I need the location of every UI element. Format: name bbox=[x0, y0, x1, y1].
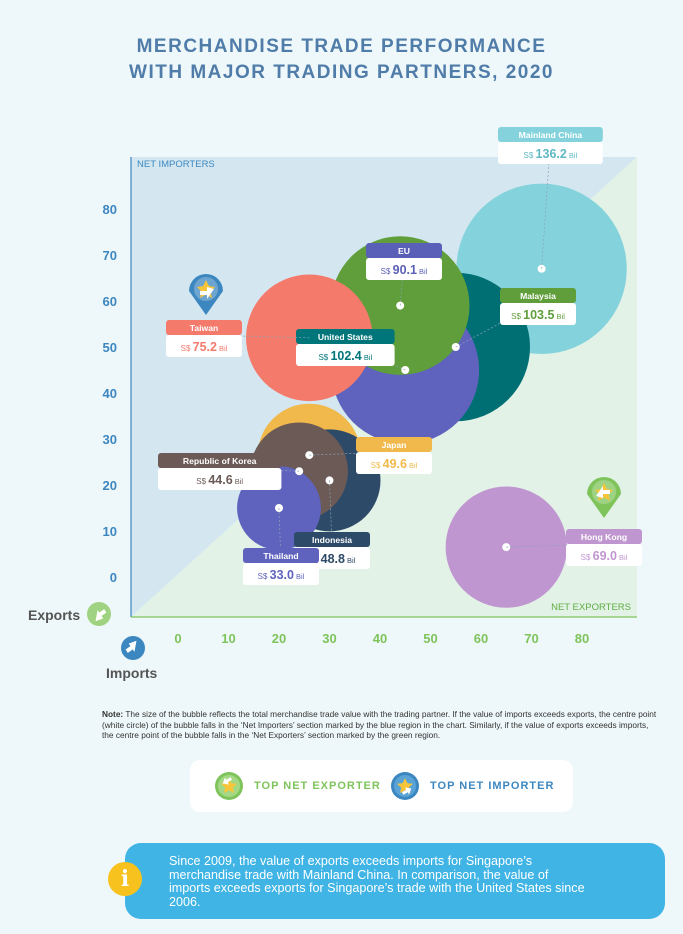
top-net-importer-icon bbox=[391, 772, 419, 800]
bubble-name-taiwan: Taiwan bbox=[190, 323, 219, 333]
chart-title: MERCHANDISE TRADE PERFORMANCE WITH MAJOR… bbox=[0, 34, 683, 86]
bubble-value-hong-kong: S$ 69.0 Bil bbox=[581, 549, 628, 563]
bubble-value-republic-of-korea: S$ 44.6 Bil bbox=[196, 473, 243, 487]
info-text: Since 2009, the value of exports exceeds… bbox=[169, 854, 585, 909]
bubble-name-united-states: United States bbox=[318, 332, 373, 342]
label-body-eu bbox=[366, 258, 442, 280]
top-net-importer-badge-icon-arrow bbox=[200, 287, 214, 299]
x-tick-label: 80 bbox=[575, 631, 589, 646]
legend-item-importer: TOP NET IMPORTER bbox=[390, 770, 554, 802]
bubble-name-republic-of-korea: Republic of Korea bbox=[183, 456, 257, 466]
bubble-name-thailand: Thailand bbox=[263, 551, 298, 561]
x-axis-title: Imports bbox=[106, 665, 158, 681]
bubble-value-taiwan: S$ 75.2 Bil bbox=[181, 340, 228, 354]
label-body-taiwan bbox=[166, 335, 242, 357]
bubble-value-united-states: S$ 102.4 Bil bbox=[318, 349, 372, 363]
x-tick-label: 60 bbox=[474, 631, 488, 646]
label-header-eu bbox=[366, 243, 442, 258]
y-axis-title: Exports bbox=[28, 607, 80, 623]
label-body-malaysia bbox=[500, 303, 576, 325]
chart-note: Note: The size of the bubble reflects th… bbox=[102, 709, 662, 741]
y-tick-label: 10 bbox=[103, 524, 117, 539]
top-net-exporter-icon bbox=[215, 772, 243, 800]
title-line-2: WITH MAJOR TRADING PARTNERS, 2020 bbox=[129, 62, 554, 83]
label-header-thailand bbox=[243, 548, 319, 563]
bubble-value-malaysia: S$ 103.5 Bil bbox=[511, 308, 565, 322]
y-tick-label: 20 bbox=[103, 478, 117, 493]
connector-republic-of-korea bbox=[219, 467, 300, 472]
net-exporters-label: NET EXPORTERS bbox=[551, 602, 631, 613]
info-icon: i bbox=[108, 862, 142, 896]
imports-arrow-icon bbox=[125, 640, 137, 653]
x-tick-label: 30 bbox=[322, 631, 336, 646]
x-tick-label: 50 bbox=[423, 631, 437, 646]
label-header-japan bbox=[356, 437, 432, 452]
bubble-name-japan: Japan bbox=[382, 440, 407, 450]
title-line-1: MERCHANDISE TRADE PERFORMANCE bbox=[136, 36, 547, 57]
label-body-hong-kong bbox=[566, 544, 642, 566]
net-importers-label: NET IMPORTERS bbox=[137, 159, 215, 170]
x-tick-label: 70 bbox=[524, 631, 538, 646]
legend-importer-label: TOP NET IMPORTER bbox=[430, 780, 555, 792]
info-callout: Since 2009, the value of exports exceeds… bbox=[125, 843, 665, 919]
note-label: Note: bbox=[102, 709, 124, 719]
label-body-mainland-china bbox=[498, 142, 603, 164]
y-tick-label: 50 bbox=[103, 340, 117, 355]
label-header-taiwan bbox=[166, 320, 242, 335]
bubble-name-mainland-china: Mainland China bbox=[519, 130, 583, 140]
label-header-mainland-china bbox=[498, 127, 603, 142]
bubble-value-japan: S$ 49.6 Bil bbox=[371, 457, 418, 471]
top-net-exporter-badge-icon-arrow bbox=[596, 486, 610, 498]
legend-exporter-label: TOP NET EXPORTER bbox=[254, 780, 381, 792]
label-header-republic-of-korea bbox=[158, 453, 282, 468]
label-body-republic-of-korea bbox=[158, 468, 282, 490]
note-text: The size of the bubble reflects the tota… bbox=[102, 709, 657, 740]
x-tick-label: 0 bbox=[174, 631, 181, 646]
label-body-thailand bbox=[243, 563, 319, 585]
y-tick-label: 60 bbox=[103, 294, 117, 309]
legend: TOP NET EXPORTER TOP NET IMPORTER bbox=[190, 760, 573, 812]
x-tick-label: 40 bbox=[373, 631, 387, 646]
y-tick-label: 0 bbox=[110, 570, 117, 585]
y-tick-label: 30 bbox=[103, 432, 117, 447]
bubble-value-eu: S$ 90.1 Bil bbox=[381, 263, 428, 277]
label-header-indonesia bbox=[294, 532, 370, 547]
bubble-value-mainland-china: S$ 136.2 Bil bbox=[524, 147, 578, 161]
label-body-united-states bbox=[296, 344, 395, 366]
bubble-name-indonesia: Indonesia bbox=[312, 535, 352, 545]
label-header-hong-kong bbox=[566, 529, 642, 544]
connector-indonesia bbox=[329, 480, 333, 548]
legend-item-exporter: TOP NET EXPORTER bbox=[214, 770, 381, 802]
label-body-japan bbox=[356, 452, 432, 474]
y-tick-label: 70 bbox=[103, 248, 117, 263]
bubble-name-malaysia: Malaysia bbox=[520, 291, 556, 301]
bubble-chart: NET IMPORTERS NET EXPORTERS 0 10 20 30 40 50 60 7… bbox=[28, 127, 642, 681]
y-tick-label: 40 bbox=[103, 386, 117, 401]
x-tick-label: 10 bbox=[221, 631, 235, 646]
exports-arrow-icon bbox=[95, 609, 107, 622]
y-tick-label: 80 bbox=[103, 202, 117, 217]
connector-taiwan bbox=[203, 334, 310, 339]
label-header-malaysia bbox=[500, 288, 576, 303]
label-header-united-states bbox=[296, 329, 395, 344]
bubble-name-eu: EU bbox=[398, 246, 410, 256]
x-tick-label: 20 bbox=[272, 631, 286, 646]
bubble-name-hong-kong: Hong Kong bbox=[581, 532, 627, 542]
bubble-value-thailand: S$ 33.0 Bil bbox=[258, 568, 305, 582]
